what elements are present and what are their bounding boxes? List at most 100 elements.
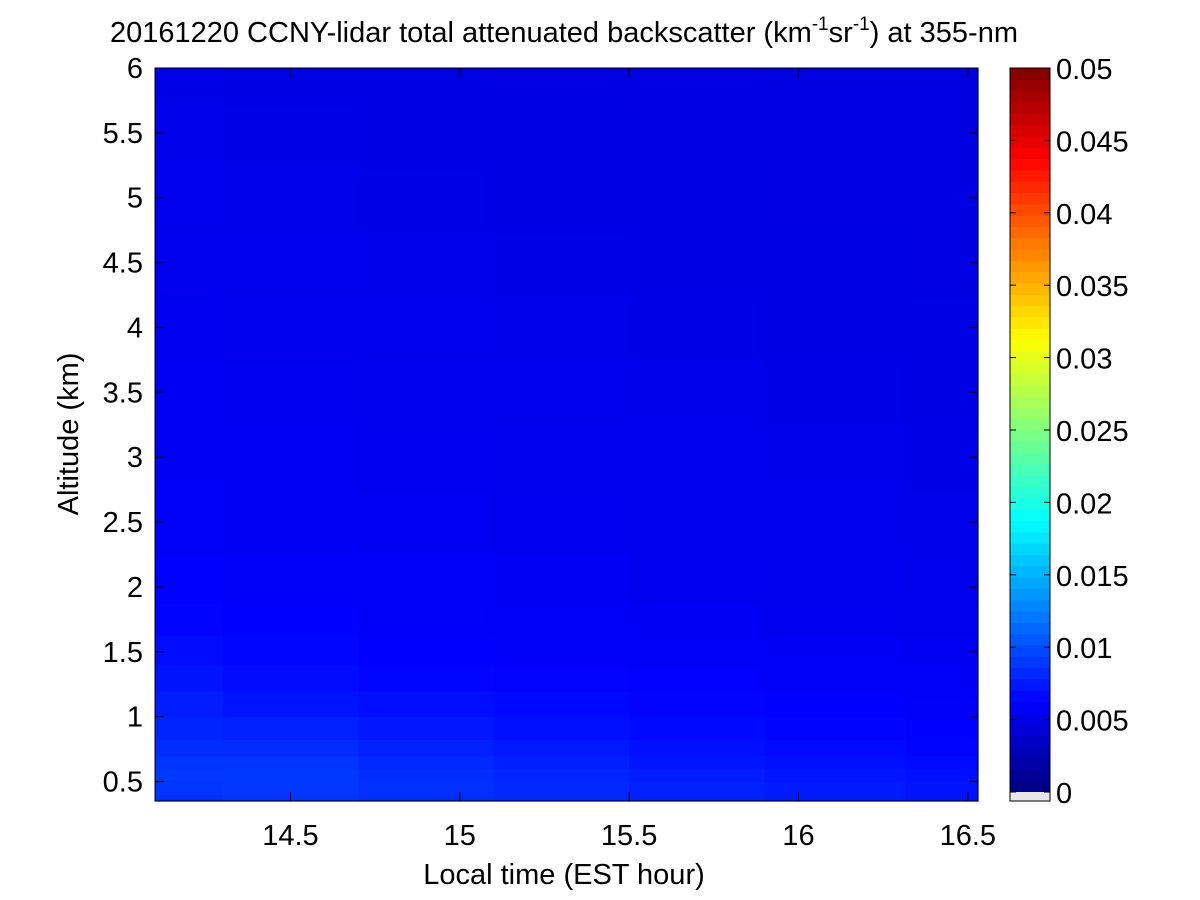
y-tick-label: 6 [127,53,143,85]
heatmap-cell [493,635,630,666]
heatmap-cell [629,603,766,637]
heatmap-cell [493,359,630,426]
heatmap-cell [905,716,979,740]
heatmap-cell [905,230,979,296]
colorbar-segment [1010,452,1050,465]
heatmap-cell [629,165,766,231]
heatmap-cell [493,489,630,556]
colorbar-segment [1010,690,1050,703]
colorbar-under-range [1010,792,1050,801]
y-tick-label: 3.5 [103,377,143,409]
heatmap-cell [905,359,979,426]
heatmap-cell [905,295,979,361]
heatmap-cell [629,295,766,361]
heatmap-cell [155,768,224,783]
heatmap-cell [764,635,906,666]
title-suffix: ) at 355-nm [870,17,1018,49]
colorbar-tick-label: 0.01 [1056,633,1112,665]
colorbar-segment [1010,158,1050,171]
x-axis-ticks: 14.5 15 15.5 16 16.5 [262,68,996,852]
heatmap-cell [629,100,766,166]
colorbar-segment [1010,328,1050,341]
colorbar-segment [1010,588,1050,601]
heatmap-cell [155,165,224,231]
heatmap-cell [629,716,766,740]
heatmap-cell [155,603,224,637]
colorbar-segment [1010,667,1050,680]
heatmap-cell [629,690,766,718]
colorbar-segment [1010,396,1050,408]
heatmap-cell [222,781,359,796]
x-axis-label: Local time (EST hour) [423,859,705,891]
heatmap-cell [764,100,906,166]
heatmap-cell [905,755,979,770]
colorbar-segment [1010,124,1050,137]
heatmap-cell [764,781,906,796]
heatmap-cell [493,664,630,692]
heatmap-cell [358,230,495,296]
heatmap-cell [222,768,359,783]
colorbar-segment [1010,543,1050,556]
y-tick-label: 2 [127,572,143,604]
colorbar-segment [1010,113,1050,126]
heatmap-cell [358,690,495,718]
heatmap-cell [905,794,979,802]
colorbar-segment [1010,79,1050,92]
heatmap-cell [629,755,766,770]
colorbar-tick-label: 0.005 [1056,706,1129,738]
heatmap-cell [629,68,766,102]
heatmap-cell [493,165,630,231]
y-tick-label: 5 [127,183,143,215]
y-tick-label: 0.5 [103,767,143,799]
x-tick-label: 16.5 [940,820,996,852]
heatmap-cells [155,68,979,802]
heatmap-cell [155,690,224,718]
heatmap-cell [222,100,359,166]
colorbar-tick-label: 0.025 [1056,416,1129,448]
heatmap-cell [629,768,766,783]
heatmap-cell [222,230,359,296]
heatmap-cell [764,489,906,556]
colorbar-segment [1010,294,1050,307]
colorbar-segment [1010,746,1050,759]
colorbar-tick-label: 0.04 [1056,199,1112,231]
colorbar-segment [1010,203,1050,216]
chart-title: 20161220 CCNY-lidar total attenuated bac… [110,14,1018,49]
heatmap-cell [155,489,224,556]
heatmap-cell [358,794,495,802]
heatmap-cell [155,794,224,802]
heatmap-cell [629,635,766,666]
colorbar-tick-label: 0.015 [1056,561,1129,593]
colorbar-segment [1010,486,1050,499]
colorbar-segment [1010,362,1050,375]
colorbar-segment [1010,520,1050,533]
heatmap-cell [629,230,766,296]
heatmap-cell [905,690,979,718]
heatmap-cell [155,739,224,757]
colorbar-segment [1010,101,1050,114]
heatmap-cell [629,554,766,604]
heatmap-cell [629,359,766,426]
colorbar-segment [1010,147,1050,160]
colorbar-segment [1010,611,1050,623]
heatmap-cell [222,489,359,556]
title-sup-2: -1 [853,14,870,35]
heatmap-cell [493,230,630,296]
heatmap-cell [358,295,495,361]
y-axis-label: Altitude (km) [53,353,85,516]
colorbar-segment [1010,724,1050,737]
heatmap-cell [222,664,359,692]
heatmap-cell [222,295,359,361]
heatmap-cell [155,100,224,166]
colorbar-segment [1010,316,1050,329]
y-tick-label: 4 [127,312,143,344]
plot-frame [154,67,979,802]
colorbar-tick-label: 0.03 [1056,344,1112,376]
heatmap-cell [629,664,766,692]
heatmap-cell [764,424,906,491]
colorbar-segment [1010,622,1050,635]
heatmap-cell [222,755,359,770]
heatmap-cell [155,755,224,770]
